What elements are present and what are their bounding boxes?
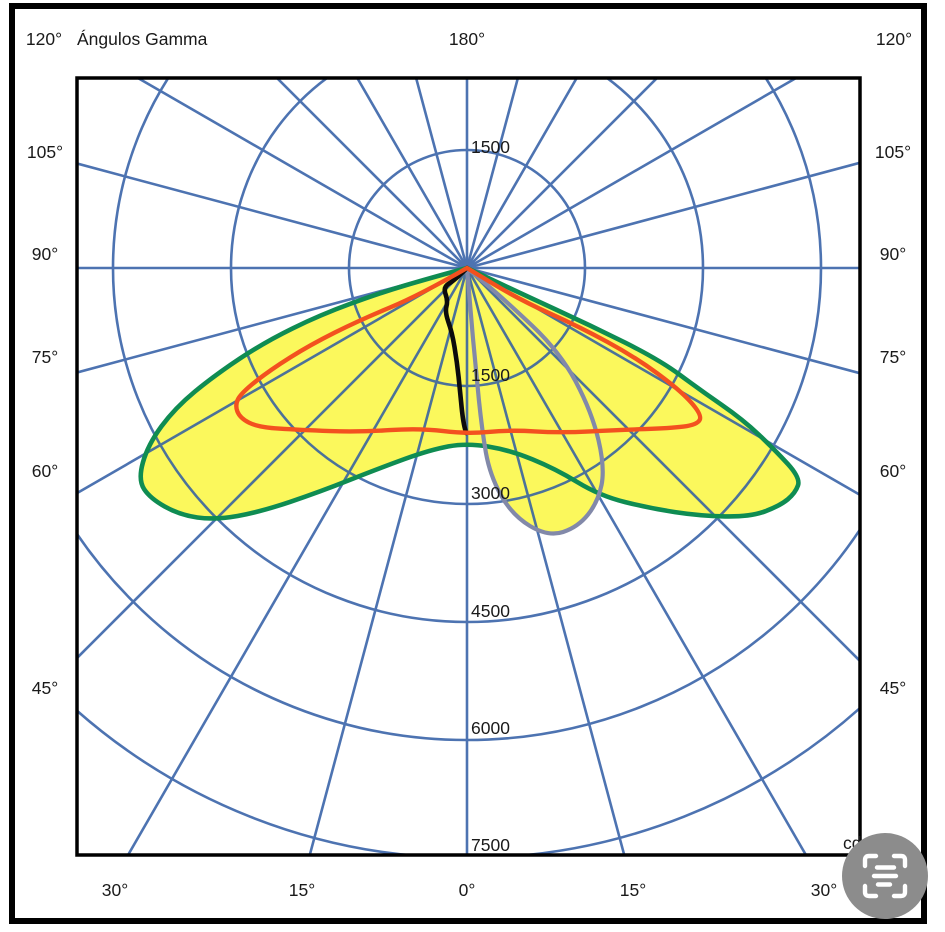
grid-ray (308, 267, 469, 855)
curve-black (442, 265, 470, 436)
ring-label: 3000 (471, 483, 510, 503)
gamma-label-bottom: 15° (620, 880, 646, 900)
grid-ray (77, 162, 468, 270)
fill-layer (140, 268, 799, 534)
gamma-label-right: 75° (880, 347, 906, 367)
gamma-label-right: 60° (880, 461, 906, 481)
grid-ray (77, 266, 468, 374)
grid-ray (355, 78, 469, 269)
gamma-label-bottom: 0° (459, 880, 476, 900)
curve-red (234, 265, 703, 435)
grid-ray (275, 78, 468, 269)
grid-ray (465, 267, 626, 855)
grid-ray (414, 78, 469, 269)
gamma-label-bottom: 30° (102, 880, 128, 900)
grid-ray (465, 78, 579, 269)
grid-ring (77, 526, 860, 742)
grid-ray (126, 267, 469, 855)
grid-ray (77, 266, 468, 495)
gamma-label-left: 60° (32, 461, 58, 481)
grid-ray (465, 267, 808, 855)
outer-envelope-green-fill (140, 268, 799, 519)
grid-ray (466, 266, 860, 497)
grid-ray (77, 267, 468, 660)
ring-label: 4500 (471, 601, 510, 621)
chart-title: Ángulos Gamma (77, 29, 208, 49)
grid-ray (466, 267, 860, 663)
gamma-label-left: 75° (32, 347, 58, 367)
chart-frame (75, 76, 862, 857)
grid-ray (466, 78, 799, 270)
ring-label: 7500 (471, 835, 510, 855)
grid-ray (465, 78, 520, 269)
lobe-gray (464, 265, 605, 536)
grid-ring (347, 148, 587, 388)
grid-ray (135, 78, 468, 270)
gamma-label-right: 105° (875, 142, 911, 162)
ring-label: 6000 (471, 718, 510, 738)
scan-text-icon (862, 853, 908, 899)
grid-ray (466, 266, 860, 375)
lobe-gray-fill (467, 268, 603, 534)
gamma-label-left: 105° (27, 142, 63, 162)
ring-label: 1500 (471, 137, 510, 157)
gamma-label-left: 90° (32, 244, 58, 264)
grid-ray (466, 161, 860, 270)
grid-ring (229, 78, 705, 506)
scan-button[interactable] (842, 833, 928, 919)
outer-envelope-green (138, 265, 801, 521)
gamma-label-top: 180° (449, 29, 485, 49)
gamma-label-top: 120° (876, 29, 912, 49)
label-layer: Ángulos Gamma 120° 180° 120° 105° 90° 75° 60° 45… (26, 29, 912, 900)
gamma-label-top: 120° (26, 29, 62, 49)
gamma-label-right: 90° (880, 244, 906, 264)
gamma-label-bottom: 15° (289, 880, 315, 900)
gamma-label-right: 45° (880, 678, 906, 698)
gamma-label-bottom: 30° (811, 880, 837, 900)
grid-ray (466, 78, 659, 269)
curve-layer (138, 265, 801, 536)
grid-ring (111, 78, 823, 624)
gamma-label-left: 45° (32, 678, 58, 698)
ring-label: 1500 (471, 365, 510, 385)
